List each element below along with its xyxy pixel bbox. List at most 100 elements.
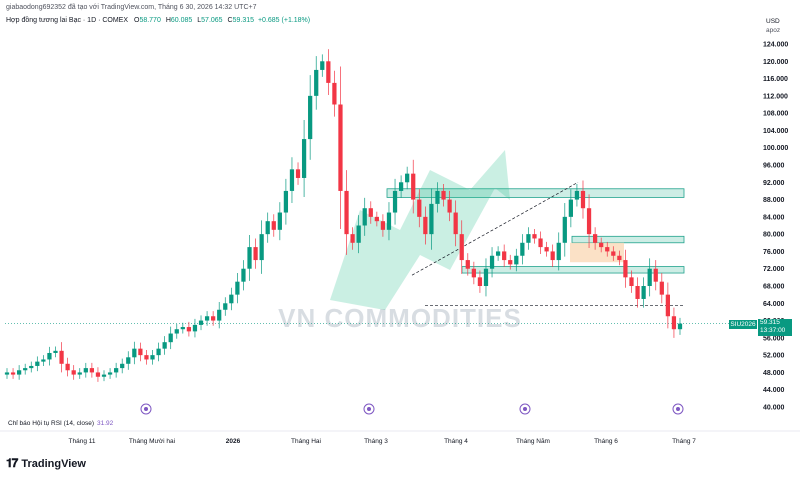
candle-body bbox=[520, 242, 525, 256]
candle-body bbox=[186, 327, 192, 332]
candle-body bbox=[265, 221, 270, 235]
candle-body bbox=[59, 350, 64, 364]
candle-body bbox=[253, 247, 258, 261]
price-zones bbox=[386, 188, 685, 274]
candle-body bbox=[623, 260, 628, 278]
candle-body bbox=[95, 372, 101, 377]
high-label: H bbox=[165, 17, 171, 24]
instrument-label: Hợp đồng tương lai Bạc · 1D · COMEX bbox=[6, 17, 129, 24]
candle-body bbox=[217, 309, 222, 321]
y-tick-label: 120.000 bbox=[763, 59, 788, 66]
candle-body bbox=[126, 357, 131, 364]
candle-body bbox=[362, 208, 367, 226]
candle-body bbox=[580, 190, 586, 209]
price-axis: 124.000 120.000 116.000 112.000 108.000 104.0… bbox=[763, 42, 788, 412]
candle-body bbox=[338, 104, 343, 191]
candle-body bbox=[289, 169, 295, 191]
y-tick-label: 40.000 bbox=[763, 405, 785, 412]
candle-body bbox=[398, 182, 404, 191]
y-tick-label: 104.000 bbox=[763, 128, 788, 135]
candle-body bbox=[592, 234, 598, 243]
x-tick-label: Tháng 11 bbox=[69, 438, 96, 445]
candle-body bbox=[320, 61, 325, 70]
candle-body bbox=[483, 268, 489, 286]
candle-body bbox=[17, 370, 22, 375]
y-tick-label: 64.000 bbox=[763, 301, 785, 308]
y-tick-label: 96.000 bbox=[763, 163, 785, 170]
candle-body bbox=[35, 361, 40, 366]
ohlc-legend: Hợp đồng tương lai Bạc · 1D · COMEX O58.… bbox=[6, 17, 310, 24]
candle-body bbox=[477, 277, 483, 286]
candle-body bbox=[368, 208, 373, 217]
candle-body bbox=[356, 225, 361, 243]
x-tick-label: Tháng 7 bbox=[672, 438, 696, 445]
candle-body bbox=[180, 327, 185, 330]
candle-body bbox=[392, 190, 398, 213]
rsi-marker-dot bbox=[676, 407, 680, 411]
candle-body bbox=[514, 255, 519, 265]
y-tick-label: 92.000 bbox=[763, 180, 785, 187]
candle-body bbox=[53, 350, 58, 353]
y-tick-label: 108.000 bbox=[763, 111, 788, 118]
low-label: L bbox=[197, 17, 202, 24]
current-price: 59.315 bbox=[760, 319, 780, 326]
candle-body bbox=[502, 251, 507, 261]
candle-body bbox=[435, 190, 440, 204]
candle-body bbox=[132, 348, 137, 358]
candle-body bbox=[259, 234, 264, 261]
y-tick-label: 88.000 bbox=[763, 197, 785, 204]
candle-body bbox=[677, 323, 683, 330]
candle-body bbox=[168, 333, 173, 343]
candle-body bbox=[544, 247, 549, 252]
candle-body bbox=[10, 372, 16, 375]
x-tick-label: Tháng Hai bbox=[291, 438, 321, 445]
rsi-legend[interactable]: Chỉ báo Hội tụ RSI (14, close) 31.92 bbox=[8, 420, 113, 427]
candle-body bbox=[271, 221, 276, 230]
y-tick-label: 112.000 bbox=[763, 93, 788, 100]
candle-body bbox=[41, 359, 46, 362]
candle-body bbox=[556, 242, 561, 261]
candle-body bbox=[198, 320, 204, 325]
candle-body bbox=[120, 363, 125, 369]
candle-body bbox=[4, 372, 10, 375]
candle-body bbox=[295, 169, 301, 178]
y-tick-label: 76.000 bbox=[763, 249, 785, 256]
currency-label[interactable]: USD apoz bbox=[766, 17, 780, 35]
candle-body bbox=[526, 234, 531, 243]
symbol-tag: SIU2026 bbox=[729, 320, 757, 329]
candle-body bbox=[599, 242, 604, 248]
candle-body bbox=[653, 268, 658, 282]
candle-body bbox=[344, 190, 349, 235]
candle-body bbox=[332, 82, 337, 105]
candle-body bbox=[489, 255, 495, 269]
time-axis: Tháng 11 Tháng Mười hai 2026 Tháng Hai Tháng… bbox=[69, 438, 697, 445]
y-tick-label: 52.000 bbox=[763, 353, 785, 360]
candle-body bbox=[411, 173, 416, 200]
candle-body bbox=[495, 251, 501, 256]
candle-body bbox=[211, 316, 216, 321]
y-tick-label: 116.000 bbox=[763, 76, 788, 83]
candle-body bbox=[47, 352, 52, 360]
trend-line bbox=[5, 181, 755, 324]
candle-body bbox=[659, 281, 664, 295]
candle-body bbox=[77, 372, 82, 375]
candle-body bbox=[314, 69, 319, 96]
candlestick-series bbox=[4, 49, 683, 382]
x-tick-label: Tháng 6 bbox=[594, 438, 618, 445]
x-tick-label: Tháng Mười hai bbox=[129, 438, 175, 445]
rsi-marker-dot bbox=[367, 407, 371, 411]
candle-body bbox=[405, 173, 410, 183]
candle-body bbox=[283, 190, 289, 213]
candle-body bbox=[465, 260, 470, 269]
candle-body bbox=[562, 216, 567, 243]
x-tick-label: Tháng 4 bbox=[444, 438, 468, 445]
candle-body bbox=[453, 212, 458, 235]
tradingview-logo[interactable]: 𝟏𝟕 TradingView bbox=[6, 456, 86, 471]
rsi-marker-dot bbox=[523, 407, 527, 411]
candle-body bbox=[23, 368, 28, 371]
candle-body bbox=[223, 303, 228, 310]
candle-body bbox=[550, 251, 555, 261]
rsi-markers bbox=[140, 403, 684, 415]
candle-body bbox=[459, 234, 464, 261]
